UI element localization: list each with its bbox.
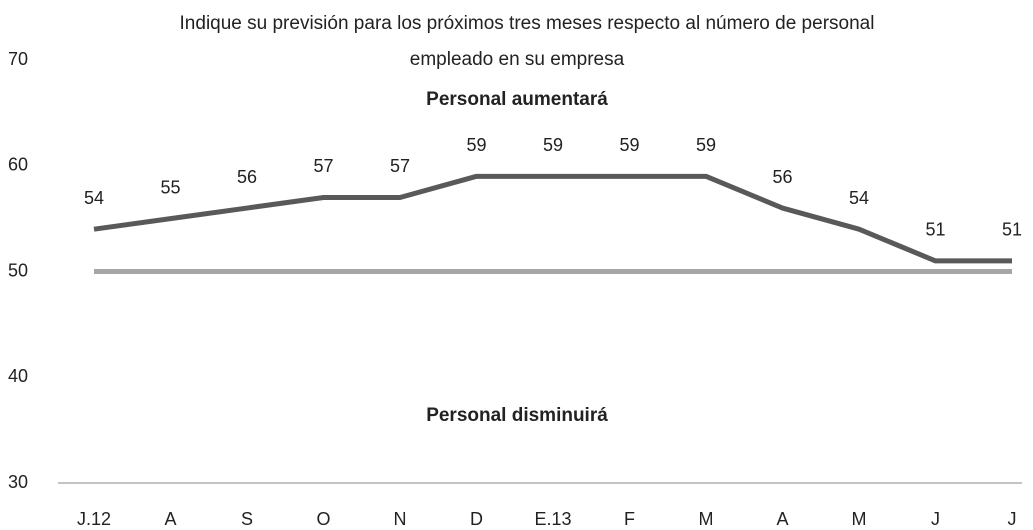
x-tick-label: E.13 [534, 509, 571, 529]
data-label: 59 [466, 135, 486, 155]
x-tick-label: M [699, 509, 714, 529]
y-tick-label: 40 [8, 366, 28, 386]
y-tick-label: 50 [8, 260, 28, 280]
x-tick-label: F [624, 509, 635, 529]
annotation: Personal aumentará [426, 89, 608, 110]
line [93, 173, 1012, 264]
x-tick-label: J [931, 509, 940, 529]
x-tick-label: J [1008, 509, 1017, 529]
chart-title: empleado en su empresa [410, 49, 625, 70]
data-label: 59 [619, 135, 639, 155]
data-label: 54 [84, 188, 104, 208]
y-tick-label: 30 [8, 472, 28, 492]
data-label: 59 [696, 135, 716, 155]
x-tick-label: J.12 [77, 509, 111, 529]
y-tick-label: 70 [8, 49, 28, 69]
data-label: 51 [925, 220, 945, 240]
chart-title: Indique su previsión para los próximos t… [180, 13, 875, 34]
x-tick-label: O [316, 509, 330, 529]
x-tick-label: A [776, 509, 788, 529]
data-label: 51 [1002, 220, 1022, 240]
annotation: Personal disminuirá [426, 405, 608, 426]
data-label: 56 [772, 167, 792, 187]
data-label: 54 [849, 188, 869, 208]
data-label: 59 [543, 135, 563, 155]
x-tick-label: A [164, 509, 176, 529]
data-label: 56 [237, 167, 257, 187]
x-tick-label: M [852, 509, 867, 529]
x-tick-label: S [241, 509, 253, 529]
data-label: 55 [160, 177, 180, 197]
x-tick-label: D [470, 509, 483, 529]
data-label: 57 [313, 156, 333, 176]
data-label: 57 [390, 156, 410, 176]
x-tick-label: N [394, 509, 407, 529]
y-tick-label: 60 [8, 155, 28, 175]
